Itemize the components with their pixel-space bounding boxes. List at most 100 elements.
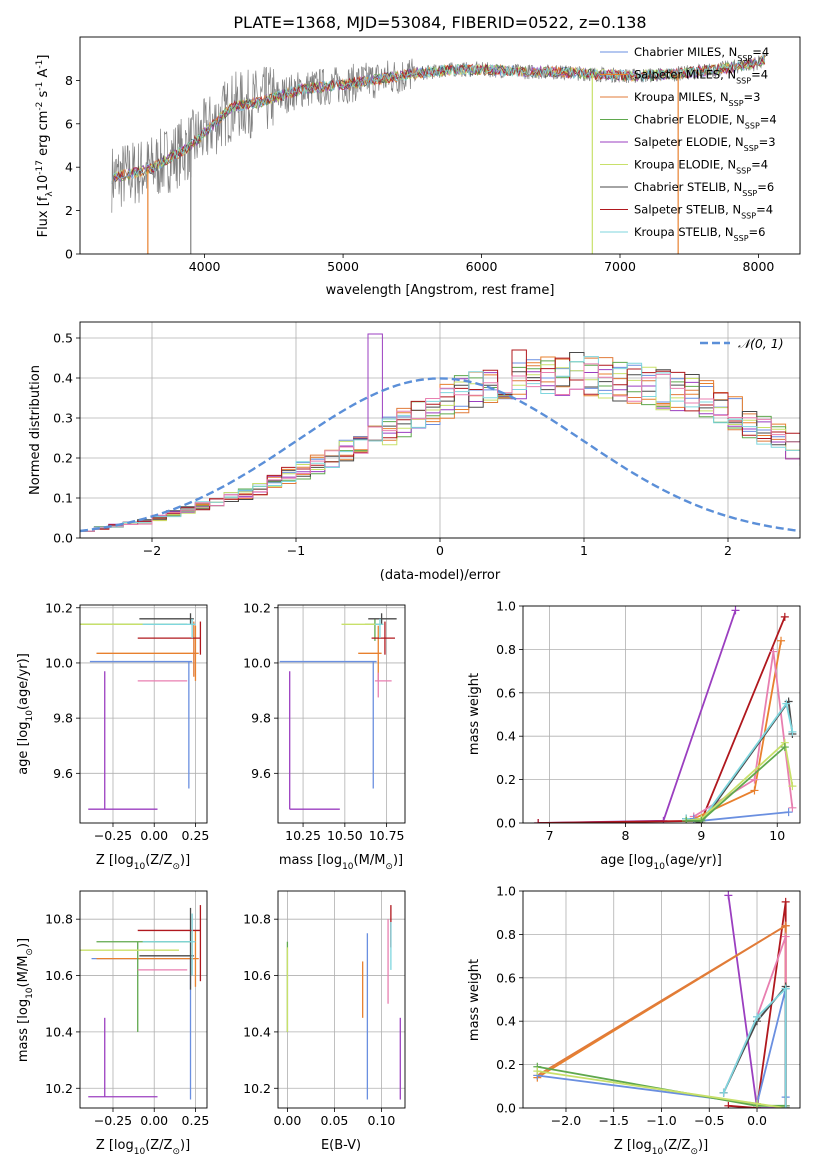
histogram-step: [80, 349, 800, 538]
legend-label: Salpeter ELODIE, NSSP=3: [634, 135, 776, 153]
weight-vs-metallicity-panel: −2.0 −1.5 −1.0 −0.5 0.0 0.0 0.2 0.4 0.6 0.8 1.0 Z […: [467, 884, 801, 1157]
y-tick-label: 9.8: [251, 711, 271, 726]
weight-marker: [753, 1099, 762, 1108]
weight-marker: [750, 786, 759, 795]
y-tick-label: 1.0: [496, 884, 516, 899]
y-tick-label: 10.8: [45, 912, 73, 927]
weight-marker: [788, 803, 797, 812]
plot-area: [80, 613, 202, 810]
weight-marker: [769, 647, 778, 656]
model-spectrum-line: [111, 55, 766, 184]
legend-label: Salpeter MILES, NSSP=4: [634, 68, 768, 86]
y-tick-label: 9.6: [251, 766, 271, 781]
weight-line: [538, 616, 786, 823]
histogram-step: [80, 356, 800, 538]
weight-marker: [781, 1104, 790, 1108]
y-tick-label: 0.4: [496, 729, 516, 744]
x-tick-label: −1: [287, 543, 305, 558]
weight-line: [538, 610, 737, 823]
y-tick-label: 0.2: [496, 1057, 516, 1072]
axes-frame: [79, 890, 208, 1109]
x-tick-label: 2: [724, 543, 732, 558]
x-tick-label: 7000: [604, 259, 636, 274]
x-tick-label: 0.00: [273, 1113, 301, 1128]
plot-area: [111, 52, 766, 254]
weight-marker: [682, 816, 691, 823]
weight-line: [722, 986, 787, 1108]
y-tick-label: 1.0: [496, 599, 516, 614]
model-spectrum-line: [111, 58, 766, 184]
y-axis-label: mass weight: [467, 959, 482, 1041]
x-tick-label: 0: [436, 543, 444, 558]
y-tick-label: 0.0: [496, 816, 516, 831]
plot-area: [80, 905, 202, 1100]
plot-area: [534, 606, 797, 823]
figure-title: PLATE=1368, MJD=53084, FIBERID=0522, z=0…: [233, 13, 646, 32]
axes-frame: [522, 605, 801, 824]
y-tick-label: 10.2: [45, 1081, 73, 1096]
y-tick-label: 9.6: [53, 766, 73, 781]
x-tick-label: 0.00: [140, 828, 168, 843]
y-tick-label: 2: [65, 203, 73, 218]
y-tick-label: 10.4: [45, 1024, 73, 1039]
residuals-panel: −2 −1 0 1 2 0.0 0.1 0.2 0.3 0.4 0.5 𝒩(0, 1) (data-mo…: [28, 321, 801, 583]
weight-marker: [777, 636, 786, 645]
x-axis-label: Z [log10(Z/Z⊙)]: [96, 853, 190, 872]
y-tick-label: 10.4: [243, 1024, 271, 1039]
weight-marker: [719, 1088, 728, 1097]
y-tick-label: 0.0: [496, 1101, 516, 1116]
weight-marker: [788, 727, 797, 736]
y-axis-label: Flux [fλ10-17 erg cm-2 s-1 A-1]: [35, 55, 55, 238]
weight-marker: [724, 891, 733, 900]
weight-marker: [781, 921, 790, 930]
x-tick-label: −1.5: [599, 1113, 629, 1128]
x-axis-label: (data-model)/error: [380, 568, 501, 583]
y-tick-label: 8: [65, 73, 73, 88]
y-tick-label: 10.0: [45, 655, 73, 670]
weight-line: [686, 701, 794, 822]
x-tick-label: 10.75: [369, 828, 405, 843]
weight-line: [686, 740, 794, 822]
x-tick-label: 9: [697, 828, 705, 843]
x-tick-label: 10.25: [285, 828, 321, 843]
x-tick-label: 0.25: [182, 1113, 210, 1128]
plot-area: [80, 333, 800, 538]
weight-marker: [782, 699, 791, 708]
weight-marker: [788, 782, 797, 791]
y-tick-label: 10.6: [45, 968, 73, 983]
y-tick-label: 0.6: [496, 685, 516, 700]
axes-frame: [277, 890, 406, 1109]
y-axis-label: mass [log10(M/M⊙)]: [16, 938, 35, 1062]
y-tick-label: 6: [65, 116, 73, 131]
x-tick-label: 4000: [189, 259, 221, 274]
normal-distribution-curve: [80, 377, 800, 533]
y-tick-label: 0.2: [53, 451, 73, 466]
y-tick-label: 10.2: [243, 1081, 271, 1096]
legend-label: Kroupa STELIB, NSSP=6: [634, 225, 765, 243]
x-tick-label: 6000: [466, 259, 498, 274]
mass-vs-ebv-panel: 0.00 0.05 0.10 10.2 10.4 10.6 10.8 E(B-V): [243, 890, 406, 1153]
y-tick-label: 4: [65, 160, 73, 175]
histogram-step: [80, 364, 800, 538]
x-tick-label: 0.10: [368, 1113, 396, 1128]
age-vs-metallicity-panel: −0.25 0.00 0.25 9.6 9.8 10.0 10.2 Z [log10(Z/Z⊙…: [16, 600, 209, 872]
axes-frame: [277, 604, 406, 824]
y-tick-label: 0.0: [53, 531, 73, 546]
x-tick-label: 0.0: [747, 1113, 767, 1128]
y-tick-label: 0: [65, 247, 73, 262]
plot-area: [286, 905, 401, 1100]
x-tick-label: 1: [580, 543, 588, 558]
model-spectrum-line: [111, 55, 766, 184]
x-tick-label: 0.25: [182, 828, 210, 843]
axes-frame: [79, 321, 801, 539]
legend-label: Kroupa ELODIE, NSSP=4: [634, 158, 768, 176]
x-tick-label: 8000: [743, 259, 775, 274]
y-tick-label: 10.6: [243, 968, 271, 983]
y-tick-label: 10.0: [243, 655, 271, 670]
weight-marker: [724, 1101, 733, 1108]
mass-vs-metallicity-panel: −0.25 0.00 0.25 10.2 10.4 10.6 10.8 Z [log10(Z/…: [16, 890, 210, 1157]
plot-area: [533, 891, 790, 1108]
x-tick-label: 0.00: [140, 1113, 168, 1128]
weight-marker: [784, 808, 793, 817]
